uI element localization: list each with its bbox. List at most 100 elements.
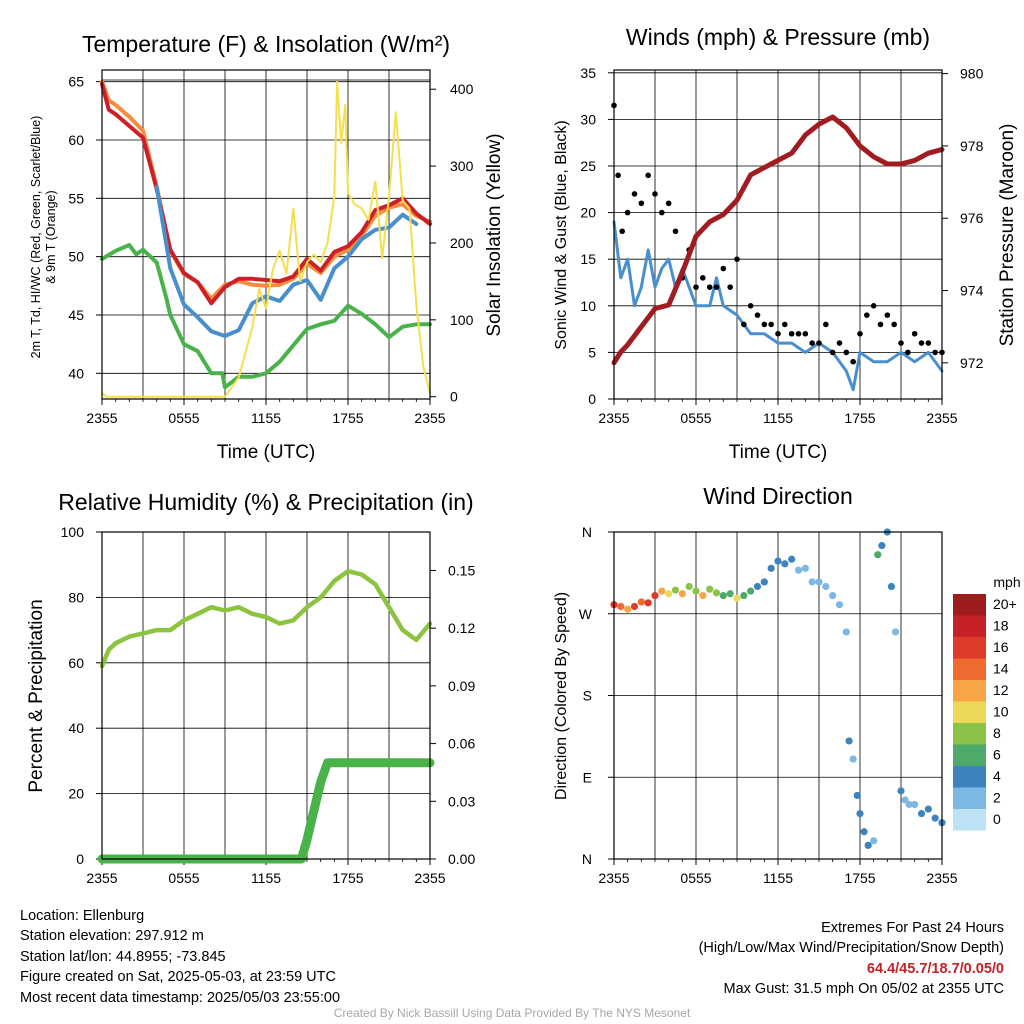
right-tick-label: 0.12 bbox=[448, 620, 475, 636]
right-tick-label: 400 bbox=[450, 81, 474, 97]
colorbar-swatch bbox=[953, 766, 986, 788]
gust-point bbox=[624, 209, 631, 216]
gust-point bbox=[877, 321, 884, 328]
colorbar-swatch bbox=[953, 658, 986, 680]
left-tick-label: S bbox=[583, 688, 592, 704]
x-tick-label: 0555 bbox=[168, 410, 199, 426]
left-tick-label: 35 bbox=[580, 65, 596, 81]
gust-point bbox=[665, 200, 672, 207]
gust-point bbox=[700, 275, 706, 281]
latlon-text: Station lat/lon: 44.8955; -73.845 bbox=[20, 948, 226, 965]
colorbar-label: 10 bbox=[993, 704, 1009, 720]
gust-point bbox=[768, 321, 774, 328]
colorbar-swatch bbox=[953, 680, 986, 702]
colorbar-label: 16 bbox=[993, 639, 1009, 655]
direction-point bbox=[849, 755, 857, 763]
direction-point bbox=[726, 590, 734, 598]
direction-point bbox=[671, 586, 680, 594]
direction-point bbox=[878, 542, 886, 550]
direction-point bbox=[897, 787, 905, 795]
latest-text: Most recent data timestamp: 2025/05/03 2… bbox=[20, 989, 341, 1006]
panel-4: 2355 0555 1155 1755 2355 N E S W N Wind Direction D… bbox=[553, 483, 1021, 886]
colorbar-label: 4 bbox=[993, 768, 1001, 784]
plot-border bbox=[613, 531, 943, 860]
gust-point bbox=[911, 330, 918, 337]
gust-point bbox=[727, 284, 733, 290]
series-solar-insolation bbox=[101, 80, 431, 398]
direction-point bbox=[651, 591, 659, 600]
gust-point bbox=[870, 302, 877, 309]
direction-point bbox=[624, 605, 632, 613]
direction-point bbox=[719, 591, 727, 600]
gust-point bbox=[802, 330, 809, 337]
y-axis-label-right: Station Pressure (Maroon) bbox=[997, 124, 1018, 347]
gust-point bbox=[850, 358, 856, 365]
left-tick-label: 45 bbox=[68, 307, 84, 323]
gust-point bbox=[829, 349, 836, 356]
extremes-values: 64.4/45.7/18.7/0.05/0 bbox=[866, 960, 1004, 977]
direction-point bbox=[760, 578, 768, 586]
direction-point bbox=[630, 602, 639, 611]
x-tick-label: 1755 bbox=[844, 410, 875, 426]
plot-border bbox=[101, 69, 431, 400]
max-gust-text: Max Gust: 31.5 mph On 05/02 at 2355 UTC bbox=[723, 981, 1004, 998]
direction-point bbox=[874, 551, 882, 559]
direction-point bbox=[644, 599, 652, 607]
direction-point bbox=[733, 594, 741, 602]
x-tick-label: 1155 bbox=[251, 870, 281, 886]
left-tick-label: 20 bbox=[68, 786, 84, 802]
right-tick-label: 0.06 bbox=[448, 736, 475, 752]
direction-point bbox=[685, 582, 693, 591]
left-tick-label: 15 bbox=[580, 251, 596, 267]
direction-point bbox=[905, 800, 913, 809]
direction-point bbox=[801, 564, 809, 572]
colorbar-swatch bbox=[953, 744, 986, 766]
series-2m-td bbox=[100, 243, 432, 390]
direction-point bbox=[870, 837, 878, 845]
direction-point bbox=[808, 578, 816, 586]
left-tick-label: W bbox=[579, 606, 593, 622]
colorbar-swatch bbox=[953, 809, 986, 831]
x-tick-label: 2355 bbox=[926, 410, 957, 426]
chart-title: Winds (mph) & Pressure (mb) bbox=[626, 24, 930, 50]
gust-point bbox=[693, 284, 699, 290]
colorbar-swatch bbox=[953, 594, 986, 616]
x-tick-label: 2355 bbox=[86, 410, 117, 426]
gust-point bbox=[857, 330, 863, 337]
x-axis-label: Time (UTC) bbox=[729, 442, 828, 463]
x-tick-label: 2355 bbox=[598, 410, 629, 426]
credit-text: Created By Nick Bassill Using Data Provi… bbox=[333, 1006, 691, 1020]
direction-point bbox=[842, 628, 850, 636]
gust-point bbox=[720, 265, 727, 272]
right-tick-label: 974 bbox=[960, 283, 984, 299]
series-hi-wc bbox=[154, 184, 419, 338]
chart-title: Temperature (F) & Insolation (W/m²) bbox=[82, 31, 450, 57]
gust-point bbox=[932, 349, 938, 356]
right-tick-label: 300 bbox=[450, 158, 474, 174]
direction-point bbox=[853, 791, 861, 800]
left-tick-label: 80 bbox=[68, 589, 84, 605]
x-tick-label: 2355 bbox=[598, 870, 629, 886]
left-tick-label: 5 bbox=[588, 344, 596, 360]
x-tick-label: 0555 bbox=[168, 870, 199, 886]
right-tick-label: 978 bbox=[960, 138, 984, 154]
location-text: Location: Ellenburg bbox=[20, 908, 145, 924]
direction-point bbox=[767, 564, 775, 572]
colorbar-swatch bbox=[953, 701, 986, 723]
direction-point bbox=[924, 805, 932, 813]
right-tick-label: 972 bbox=[960, 355, 984, 371]
direction-point bbox=[617, 602, 625, 611]
direction-point bbox=[774, 557, 782, 565]
left-tick-label: 30 bbox=[580, 111, 596, 127]
panel-2: 2355 0555 1155 1755 235505101520253035972974… bbox=[553, 24, 1018, 463]
left-tick-label: 0 bbox=[76, 851, 84, 867]
left-tick-label: 0 bbox=[588, 391, 596, 407]
series-station-pressure bbox=[611, 114, 945, 366]
series-precipitation bbox=[97, 758, 435, 864]
gust-point bbox=[816, 340, 822, 346]
elevation-text: Station elevation: 297.912 m bbox=[20, 928, 204, 945]
gust-point bbox=[713, 284, 720, 290]
chart-title: Wind Direction bbox=[703, 483, 853, 509]
direction-point bbox=[860, 828, 868, 836]
